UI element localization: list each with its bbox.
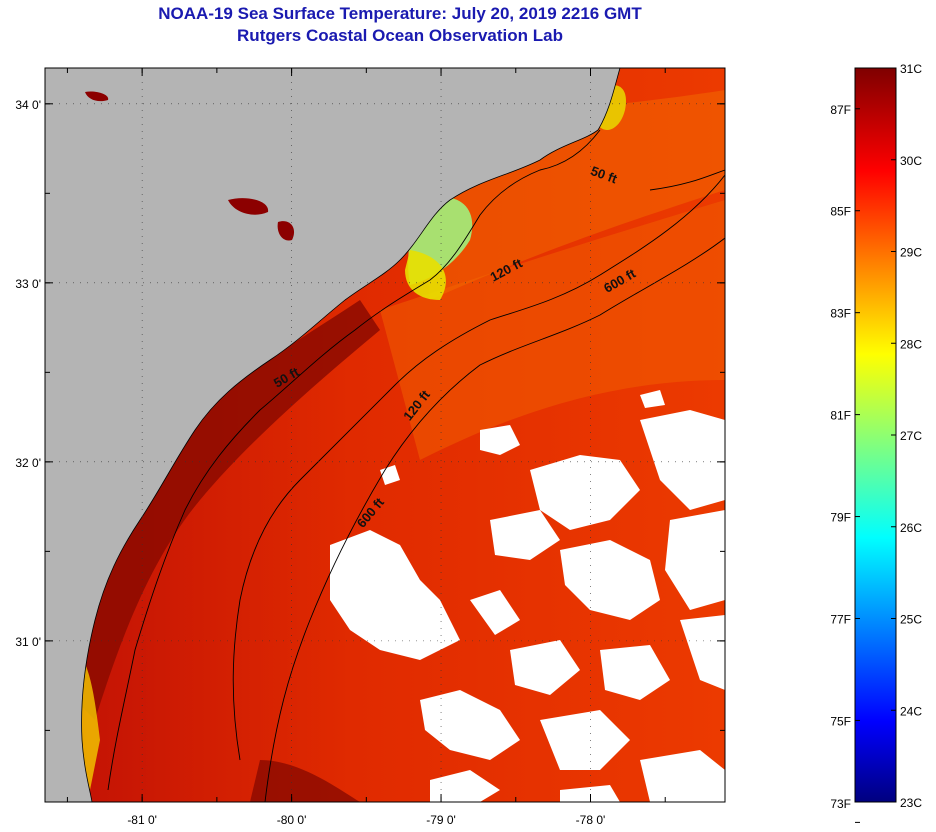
inland-lake (85, 91, 109, 102)
fahrenheit-label: 75F (830, 714, 851, 728)
celsius-label: 28C (900, 337, 922, 351)
colorbar-ticks: 31C 30C 29C 28C 27C 26C 25C 24C 23C 87F 85F 83F 81F 7… (830, 62, 922, 823)
cloud-cover (330, 390, 725, 802)
inland-lake (277, 221, 295, 241)
celsius-label: 27C (900, 429, 922, 443)
contour-50ft-north (649, 169, 725, 191)
warm-offshore-band (380, 200, 725, 460)
celsius-label: 25C (900, 613, 922, 627)
celsius-label: 30C (900, 154, 922, 168)
fahrenheit-label: 81F (830, 409, 851, 423)
celsius-label: 23C (900, 796, 922, 810)
fahrenheit-label: 87F (830, 103, 851, 117)
fahrenheit-label: 79F (830, 511, 851, 525)
colorbar-gradient (854, 67, 897, 803)
lat-tick-label: 34 0' (15, 98, 41, 112)
celsius-label: 24C (900, 704, 922, 718)
fahrenheit-label: 85F (830, 205, 851, 219)
lon-tick-label: -78 0' (576, 813, 606, 827)
inland-lake (228, 198, 269, 215)
lat-tick-label: 33 0' (15, 277, 41, 291)
contour-600ft (264, 237, 725, 802)
map-subtitle: Rutgers Coastal Ocean Observation Lab (237, 26, 563, 45)
map-axis-ticks: -81 0' -80 0' -79 0' -78 0' 34 0' 33 0' 32 0' 3… (15, 68, 725, 827)
lon-tick-label: -81 0' (127, 813, 157, 827)
fahrenheit-label: 83F (830, 307, 851, 321)
lat-tick-label: 32 0' (15, 456, 41, 470)
lat-tick-label: 31 0' (15, 635, 41, 649)
land-mass (45, 68, 621, 802)
fahrenheit-label: 73F (830, 797, 851, 811)
celsius-label: 29C (900, 246, 922, 260)
lon-tick-label: -79 0' (426, 813, 456, 827)
southern-warm-patch (250, 760, 360, 802)
map-title: NOAA-19 Sea Surface Temperature: July 20… (158, 4, 642, 23)
contour-120ft (232, 174, 725, 761)
celsius-label: 31C (900, 62, 922, 76)
fahrenheit-label: 77F (830, 613, 851, 627)
cool-plume-edge (405, 250, 446, 300)
map-frame (44, 67, 726, 803)
lon-tick-label: -80 0' (277, 813, 307, 827)
contour-50ft (107, 129, 601, 791)
depth-contours (107, 129, 725, 802)
celsius-label: 26C (900, 521, 922, 535)
